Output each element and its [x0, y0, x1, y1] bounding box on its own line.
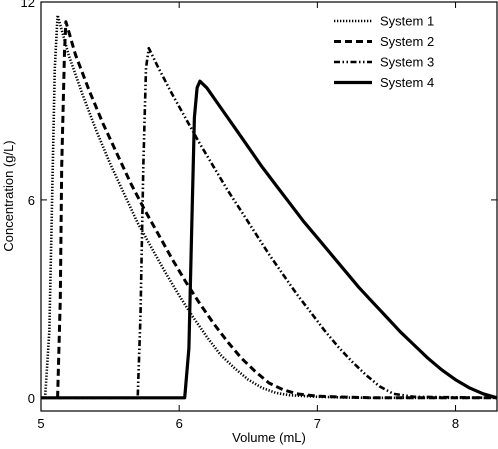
- legend-label-3: System 3: [380, 55, 434, 70]
- x-tick-label-6: 6: [176, 416, 183, 431]
- y-tick-label-12: 12: [21, 0, 35, 10]
- series-line-3: [41, 46, 497, 400]
- series-layer: [41, 13, 497, 400]
- plot-border: [40, 1, 498, 412]
- legend-label-4: System 4: [380, 75, 434, 90]
- x-axis-title: Volume (mL): [232, 430, 306, 445]
- plot-frame: [40, 1, 498, 412]
- legend: System 1 System 2 System 3 System 4: [334, 14, 434, 90]
- x-tick-label-7: 7: [314, 416, 321, 431]
- series-line-2: [56, 20, 497, 400]
- y-tick-label-0: 0: [28, 391, 35, 406]
- x-tick-label-8: 8: [452, 416, 459, 431]
- x-tick-label-5: 5: [37, 416, 44, 431]
- series-line-1: [43, 13, 497, 400]
- legend-label-1: System 1: [380, 14, 434, 29]
- y-tick-label-6: 6: [28, 193, 35, 208]
- series-line-4: [41, 79, 497, 400]
- y-axis-title: Concentration (g/L): [1, 140, 16, 251]
- legend-label-2: System 2: [380, 34, 434, 49]
